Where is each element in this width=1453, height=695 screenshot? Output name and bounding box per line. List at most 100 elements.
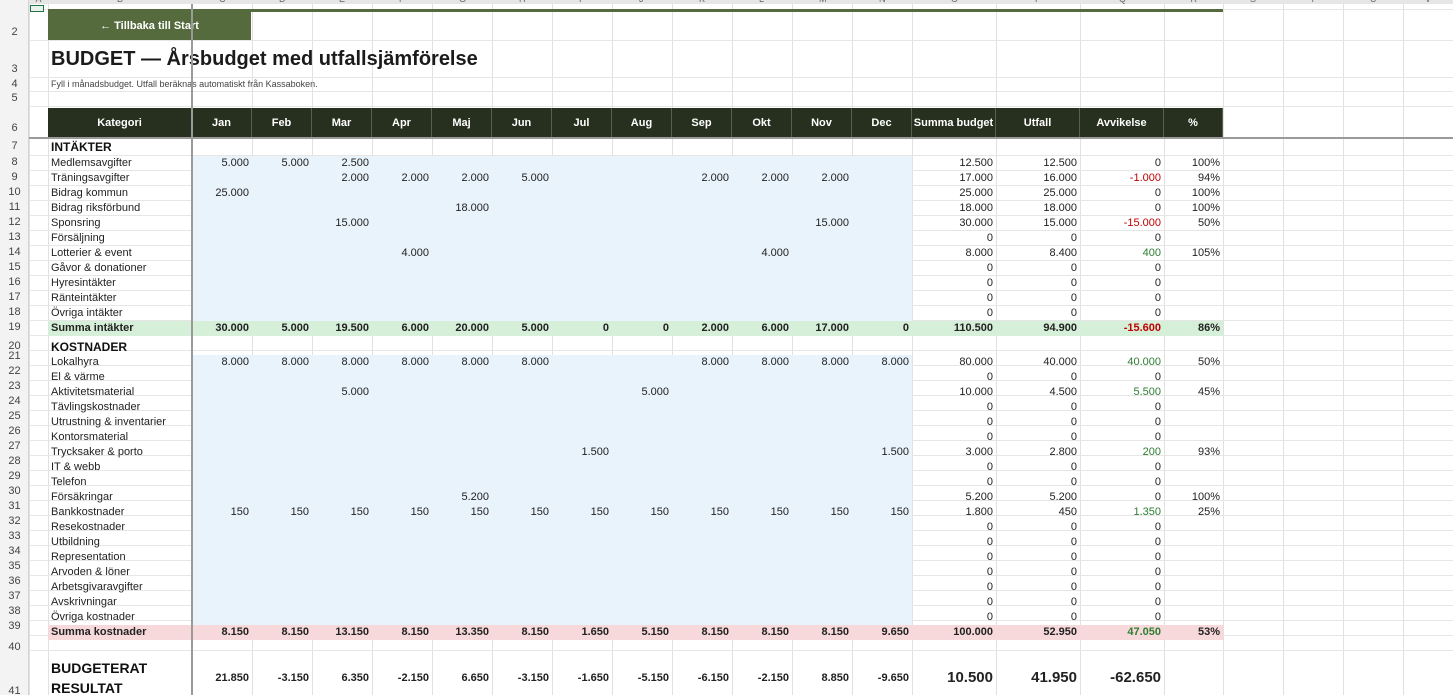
- avvikelse-cell[interactable]: 0: [1154, 202, 1161, 214]
- month-value-cell[interactable]: 5.000: [521, 322, 549, 334]
- sum-budget-cell[interactable]: 0: [986, 416, 993, 428]
- avvikelse-cell[interactable]: 0: [1154, 277, 1161, 289]
- header-month[interactable]: Apr: [372, 108, 432, 138]
- utfall-cell[interactable]: 0: [1070, 232, 1077, 244]
- column-letter[interactable]: T: [1310, 0, 1316, 4]
- month-value-cell[interactable]: 0: [662, 322, 669, 334]
- column-letter[interactable]: F: [399, 0, 405, 4]
- category-label[interactable]: Arbetsgivaravgifter: [51, 581, 143, 593]
- month-value-cell[interactable]: 5.000: [221, 157, 249, 169]
- row-number[interactable]: 31: [8, 500, 21, 512]
- result-month-cell[interactable]: 8.850: [821, 672, 849, 684]
- category-label[interactable]: Trycksaker & porto: [51, 446, 143, 458]
- row-number[interactable]: 23: [8, 380, 21, 392]
- avvikelse-cell[interactable]: 0: [1154, 581, 1161, 593]
- utfall-cell[interactable]: 0: [1070, 566, 1077, 578]
- month-value-cell[interactable]: 25.000: [215, 187, 249, 199]
- utfall-cell[interactable]: 0: [1070, 536, 1077, 548]
- column-letter[interactable]: M: [819, 0, 827, 4]
- sum-budget-cell[interactable]: 3.000: [965, 446, 993, 458]
- row-number[interactable]: 22: [8, 365, 21, 377]
- header-avvikelse[interactable]: Avvikelse: [1080, 108, 1164, 138]
- month-value-cell[interactable]: 8.000: [401, 356, 429, 368]
- row-number[interactable]: 10: [8, 186, 21, 198]
- category-label[interactable]: Övriga intäkter: [51, 307, 123, 319]
- sum-budget-cell[interactable]: 18.000: [959, 202, 993, 214]
- sum-budget-cell[interactable]: 0: [986, 551, 993, 563]
- avvikelse-cell[interactable]: 0: [1154, 431, 1161, 443]
- percent-cell[interactable]: 93%: [1197, 446, 1220, 458]
- header-month[interactable]: Okt: [732, 108, 792, 138]
- sum-budget-cell[interactable]: 17.000: [959, 172, 993, 184]
- sum-budget-cell[interactable]: 5.200: [965, 491, 993, 503]
- month-value-cell[interactable]: 6.000: [401, 322, 429, 334]
- sum-budget-cell[interactable]: 0: [986, 371, 993, 383]
- month-value-cell[interactable]: 30.000: [215, 322, 249, 334]
- avvikelse-cell[interactable]: 1.350: [1133, 506, 1161, 518]
- category-label[interactable]: IT & webb: [51, 461, 101, 473]
- utfall-cell[interactable]: 0: [1070, 416, 1077, 428]
- row-number[interactable]: 15: [8, 261, 21, 273]
- percent-cell[interactable]: 53%: [1197, 626, 1220, 638]
- row-number[interactable]: 18: [8, 306, 21, 318]
- utfall-cell[interactable]: 450: [1058, 506, 1077, 518]
- header-month[interactable]: Jul: [552, 108, 612, 138]
- category-label[interactable]: Övriga kostnader: [51, 611, 135, 623]
- sum-budget-cell[interactable]: 30.000: [959, 217, 993, 229]
- sum-budget-cell[interactable]: 0: [986, 262, 993, 274]
- month-value-cell[interactable]: 1.650: [581, 626, 609, 638]
- avvikelse-cell[interactable]: 0: [1154, 536, 1161, 548]
- month-value-cell[interactable]: 5.150: [641, 626, 669, 638]
- category-label[interactable]: Representation: [51, 551, 126, 563]
- result-month-cell[interactable]: -1.650: [577, 672, 609, 684]
- sum-budget-cell[interactable]: 100.000: [953, 626, 993, 638]
- avvikelse-cell[interactable]: 0: [1154, 596, 1161, 608]
- header-month[interactable]: Aug: [612, 108, 672, 138]
- utfall-cell[interactable]: 94.900: [1043, 322, 1077, 334]
- category-label[interactable]: Hyresintäkter: [51, 277, 116, 289]
- avvikelse-cell[interactable]: 400: [1142, 247, 1161, 259]
- percent-cell[interactable]: 50%: [1197, 217, 1220, 229]
- avvikelse-cell[interactable]: 0: [1154, 307, 1161, 319]
- month-value-cell[interactable]: 2.000: [821, 172, 849, 184]
- utfall-cell[interactable]: 0: [1070, 461, 1077, 473]
- utfall-cell[interactable]: 15.000: [1043, 217, 1077, 229]
- column-letter[interactable]: U: [1370, 0, 1377, 4]
- sum-budget-cell[interactable]: 10.000: [959, 386, 993, 398]
- column-letter[interactable]: Q: [1119, 0, 1126, 4]
- avvikelse-cell[interactable]: 0: [1154, 371, 1161, 383]
- month-value-cell[interactable]: 15.000: [335, 217, 369, 229]
- utfall-cell[interactable]: 0: [1070, 292, 1077, 304]
- month-value-cell[interactable]: 9.650: [881, 626, 909, 638]
- month-value-cell[interactable]: 19.500: [335, 322, 369, 334]
- percent-cell[interactable]: 105%: [1191, 247, 1220, 259]
- month-value-cell[interactable]: 13.350: [455, 626, 489, 638]
- column-letter[interactable]: N: [879, 0, 886, 4]
- month-value-cell[interactable]: 8.000: [341, 356, 369, 368]
- utfall-cell[interactable]: 0: [1070, 551, 1077, 563]
- percent-cell[interactable]: 45%: [1197, 386, 1220, 398]
- month-value-cell[interactable]: 150: [410, 506, 429, 518]
- column-letter[interactable]: L: [759, 0, 764, 4]
- result-month-cell[interactable]: -2.150: [397, 672, 429, 684]
- avvikelse-cell[interactable]: 0: [1154, 292, 1161, 304]
- result-month-cell[interactable]: -9.650: [877, 672, 909, 684]
- column-letter[interactable]: D: [279, 0, 286, 4]
- utfall-cell[interactable]: 0: [1070, 371, 1077, 383]
- category-label[interactable]: Utbildning: [51, 536, 100, 548]
- category-label[interactable]: Utrustning & inventarier: [51, 416, 166, 428]
- row-number[interactable]: 3: [11, 63, 18, 75]
- category-label[interactable]: Kontorsmaterial: [51, 431, 129, 443]
- category-label[interactable]: Arvoden & löner: [51, 566, 130, 578]
- sum-budget-cell[interactable]: 0: [986, 461, 993, 473]
- column-letter[interactable]: H: [519, 0, 526, 4]
- month-value-cell[interactable]: 0: [602, 322, 609, 334]
- month-value-cell[interactable]: 5.000: [641, 386, 669, 398]
- column-letter[interactable]: A: [36, 0, 42, 4]
- header-month[interactable]: Nov: [792, 108, 852, 138]
- column-letter[interactable]: I: [579, 0, 582, 4]
- sum-budget-cell[interactable]: 0: [986, 521, 993, 533]
- income-input-area[interactable]: [192, 156, 912, 321]
- sum-budget-cell[interactable]: 0: [986, 277, 993, 289]
- avvikelse-cell[interactable]: -15.000: [1123, 217, 1161, 229]
